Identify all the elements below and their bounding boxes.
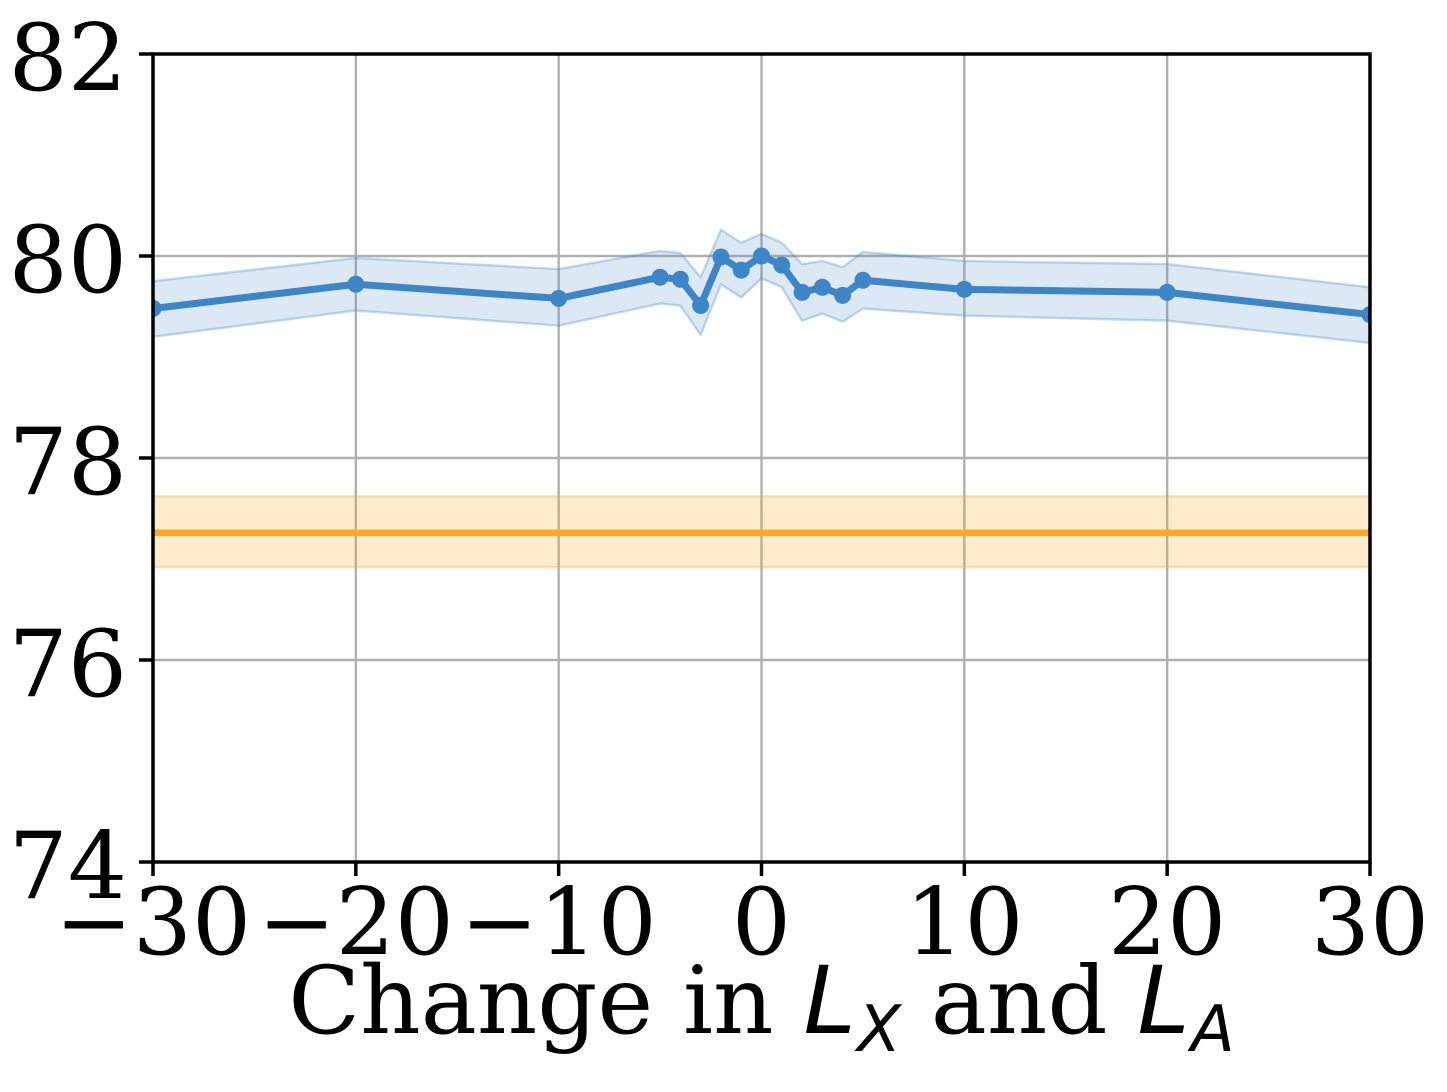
grid-lines: [153, 54, 1370, 862]
series-marker: [347, 275, 365, 293]
plot-data: [153, 228, 1370, 569]
series-marker: [550, 289, 568, 307]
x-tick-label: 0: [732, 868, 791, 976]
series-marker: [651, 268, 669, 286]
x-tick-label: 20: [1108, 868, 1226, 976]
xlabel-math-symbol: L: [803, 947, 856, 1056]
xlabel-math-symbol: X: [857, 992, 901, 1067]
series-confidence-band: [153, 228, 1370, 345]
series-marker: [671, 270, 689, 288]
series-marker: [1361, 306, 1370, 324]
series-marker: [834, 286, 852, 304]
y-tick-label: 82: [9, 4, 127, 112]
y-tick-label: 80: [9, 206, 127, 314]
y-tick-label: 78: [9, 408, 127, 516]
series-marker: [753, 247, 770, 265]
series-marker: [732, 261, 750, 279]
x-axis-label: Change in LX and LA: [153, 947, 1370, 1067]
series-marker: [955, 280, 973, 298]
y-tick-label: 74: [9, 812, 127, 920]
xlabel-text: Change in: [288, 947, 804, 1056]
x-tick-label: 30: [1311, 868, 1429, 976]
x-tick-label: 10: [905, 868, 1023, 976]
series-marker: [813, 278, 831, 296]
tick-marks: [139, 52, 1372, 876]
series-marker: [153, 300, 162, 318]
xlabel-text: and: [900, 947, 1138, 1056]
x-tick-label: −30: [55, 868, 251, 976]
series-marker: [793, 283, 811, 301]
x-tick-label: −10: [461, 868, 657, 976]
xlabel-math-symbol: L: [1137, 947, 1190, 1056]
series-marker: [712, 248, 730, 266]
xlabel-math-symbol: A: [1191, 992, 1235, 1067]
series-marker: [1158, 283, 1176, 301]
series-marker: [854, 271, 872, 289]
series-marker: [692, 296, 710, 314]
y-tick-label: 76: [9, 610, 127, 718]
series-marker: [773, 256, 791, 274]
x-tick-label: −20: [258, 868, 454, 976]
